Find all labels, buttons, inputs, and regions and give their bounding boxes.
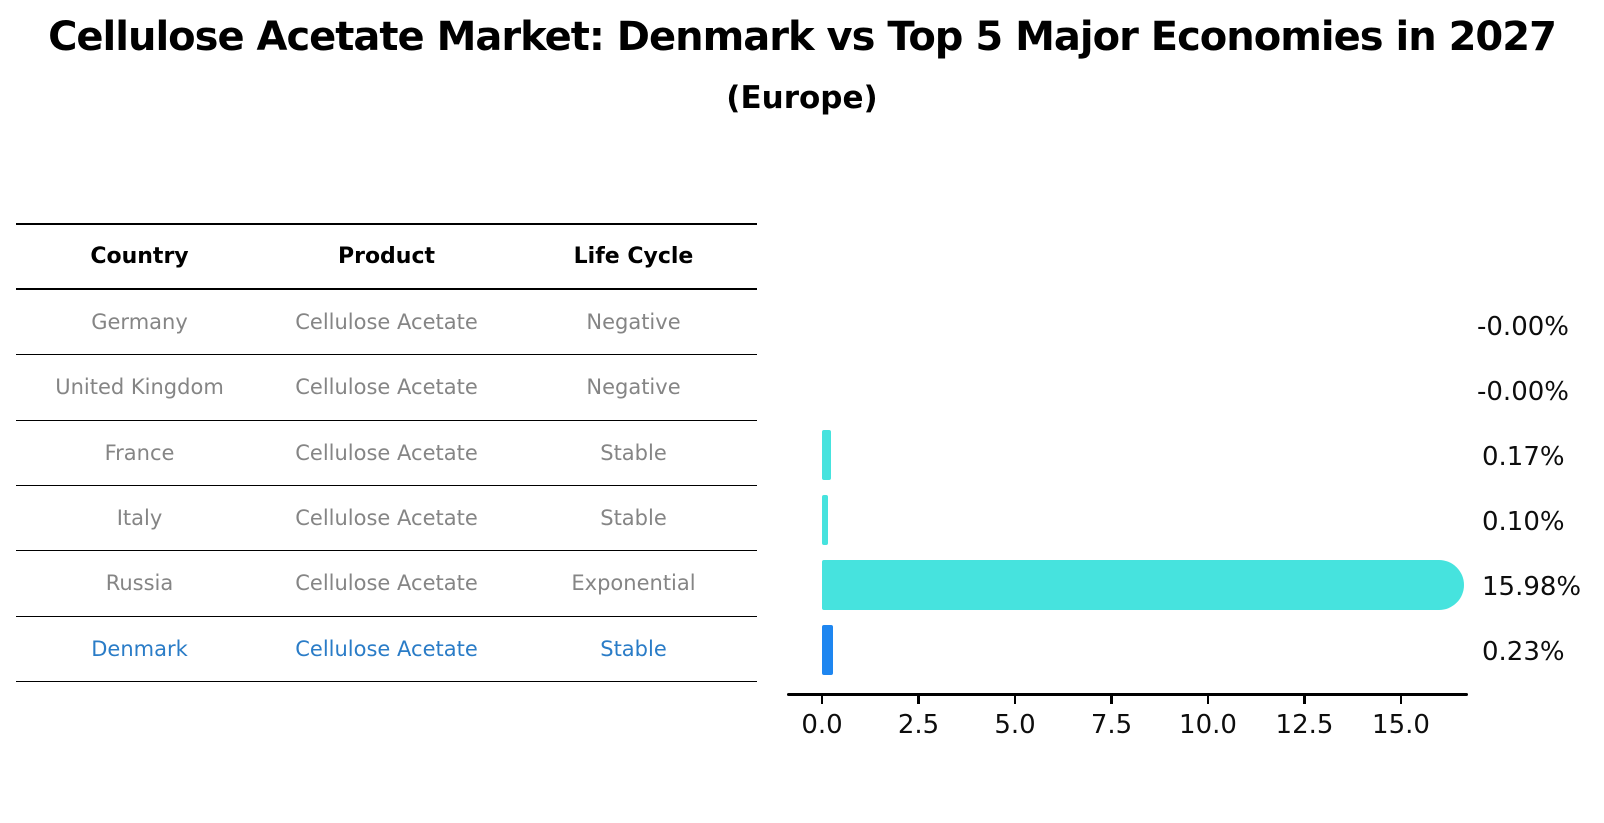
x-tick-label: 5.0 bbox=[994, 710, 1036, 740]
table-cell-country: France bbox=[104, 440, 175, 465]
table-row-highlighted: Denmark Cellulose Acetate Stable bbox=[16, 617, 757, 682]
bar-denmark bbox=[822, 625, 833, 675]
table-row: Germany Cellulose Acetate Negative bbox=[16, 290, 757, 356]
bar-russia bbox=[822, 560, 1464, 610]
x-tick-label: 2.5 bbox=[897, 710, 940, 740]
x-tick-label: 0.0 bbox=[801, 710, 843, 740]
x-tick-mark bbox=[1303, 695, 1306, 704]
x-tick-mark bbox=[820, 695, 824, 704]
x-tick-label: 7.5 bbox=[1090, 710, 1133, 740]
x-tick-label: 15.0 bbox=[1372, 710, 1430, 740]
chart-title: Cellulose Acetate Market: Denmark vs Top… bbox=[48, 14, 1557, 60]
x-tick-mark bbox=[1206, 695, 1210, 704]
bar-value-label: 15.98% bbox=[1482, 572, 1582, 602]
table-row: Russia Cellulose Acetate Exponential bbox=[16, 551, 757, 617]
table-cell-product: Cellulose Acetate bbox=[295, 375, 478, 400]
table-cell-product: Cellulose Acetate bbox=[295, 310, 478, 335]
bar-value-label: 0.23% bbox=[1482, 637, 1565, 667]
bar-france bbox=[822, 430, 831, 480]
bar-value-label: -0.00% bbox=[1477, 377, 1569, 407]
bar-value-label: 0.17% bbox=[1482, 442, 1565, 472]
x-axis-line bbox=[787, 693, 1468, 696]
table-cell-life-cycle: Stable bbox=[600, 636, 667, 661]
table-cell-product: Cellulose Acetate bbox=[295, 571, 478, 596]
x-tick-mark bbox=[1110, 695, 1113, 704]
table-cell-product: Cellulose Acetate bbox=[295, 506, 478, 531]
table-cell-life-cycle: Stable bbox=[600, 506, 667, 531]
table-cell-life-cycle: Negative bbox=[586, 310, 681, 335]
table-cell-country: Denmark bbox=[91, 636, 188, 661]
table-cell-country: Italy bbox=[116, 506, 163, 531]
x-tick-mark bbox=[1399, 695, 1403, 704]
x-tick-label: 12.5 bbox=[1275, 710, 1334, 740]
table-row: France Cellulose Acetate Stable bbox=[16, 421, 757, 486]
table-cell-life-cycle: Negative bbox=[586, 375, 681, 400]
bar-value-label: -0.00% bbox=[1477, 312, 1569, 342]
table-row: Italy Cellulose Acetate Stable bbox=[16, 486, 757, 552]
x-tick-label: 10.0 bbox=[1179, 710, 1237, 740]
bar-value-label: 0.10% bbox=[1482, 507, 1565, 537]
column-header-country: Country bbox=[90, 244, 189, 269]
table-cell-product: Cellulose Acetate bbox=[295, 440, 478, 465]
table-cell-country: United Kingdom bbox=[55, 375, 224, 400]
x-tick-mark bbox=[917, 695, 920, 704]
column-header-product: Product bbox=[337, 244, 436, 269]
x-tick-mark bbox=[1013, 695, 1017, 704]
table-row: United Kingdom Cellulose Acetate Negativ… bbox=[16, 355, 757, 421]
table-cell-life-cycle: Exponential bbox=[571, 571, 696, 596]
comparison-table: Country Product Life Cycle Germany Cellu… bbox=[16, 223, 757, 682]
table-cell-life-cycle: Stable bbox=[600, 440, 667, 465]
column-header-life-cycle: Life Cycle bbox=[573, 244, 694, 269]
bar-italy bbox=[822, 495, 828, 545]
chart-subtitle: (Europe) bbox=[726, 80, 878, 116]
table-cell-country: Russia bbox=[105, 571, 174, 596]
table-header-row: Country Product Life Cycle bbox=[16, 223, 757, 290]
table-cell-country: Germany bbox=[91, 310, 188, 335]
table-cell-product: Cellulose Acetate bbox=[295, 636, 478, 661]
